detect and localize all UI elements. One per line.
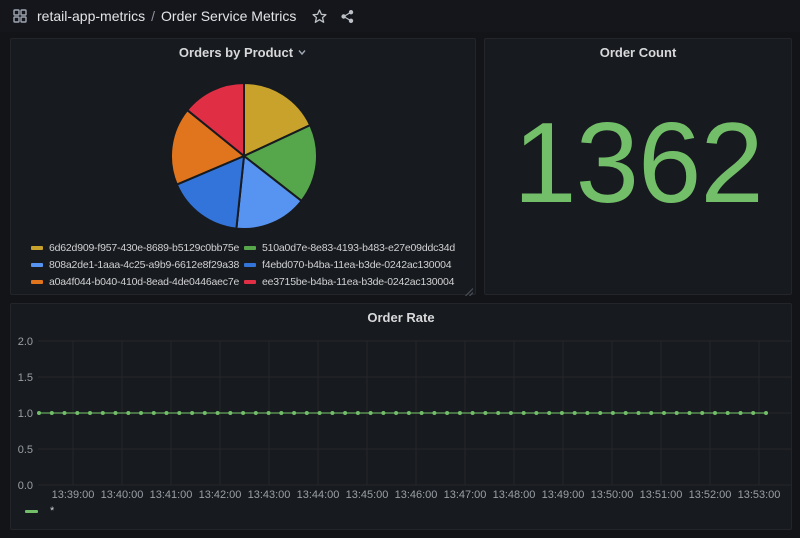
svg-text:13:45:00: 13:45:00 — [346, 489, 389, 501]
pie-panel-title[interactable]: Orders by Product — [11, 39, 475, 65]
series-name[interactable]: * — [50, 505, 54, 517]
pie-legend-item[interactable]: a0a4f044-b040-410d-8ead-4de0446aec7e — [31, 275, 244, 289]
pie-legend-item[interactable]: 808a2de1-1aaa-4c25-a9b9-6612e8f29a38 — [31, 258, 244, 272]
svg-text:1.0: 1.0 — [18, 408, 33, 420]
breadcrumb-folder[interactable]: retail-app-metrics — [37, 8, 145, 24]
svg-text:13:50:00: 13:50:00 — [591, 489, 634, 501]
count-panel-title[interactable]: Order Count — [485, 39, 791, 65]
order-rate-chart[interactable]: 2.0 1.5 1.0 0.5 0.0 13:39:00 13:40:00 13:41:00 1… — [11, 304, 793, 531]
share-icon[interactable] — [338, 7, 356, 25]
svg-text:13:40:00: 13:40:00 — [101, 489, 144, 501]
legend-swatch — [244, 280, 256, 284]
breadcrumb: retail-app-metrics / Order Service Metri… — [37, 8, 296, 24]
svg-text:13:39:00: 13:39:00 — [52, 489, 95, 501]
svg-text:13:53:00: 13:53:00 — [738, 489, 781, 501]
legend-swatch — [31, 246, 43, 250]
svg-text:13:52:00: 13:52:00 — [689, 489, 732, 501]
svg-text:13:43:00: 13:43:00 — [248, 489, 291, 501]
panel-order-rate: Order Rate 2.01.51.00.50.013:39:0013:40:… — [10, 303, 792, 530]
svg-text:13:49:00: 13:49:00 — [542, 489, 585, 501]
pie-legend-item[interactable]: 6d62d909-f957-430e-8689-b5129c0bb75e — [31, 241, 244, 255]
svg-text:13:47:00: 13:47:00 — [444, 489, 487, 501]
series-swatch[interactable] — [25, 510, 38, 513]
order-count-value: 1362 — [485, 107, 791, 221]
pie-legend-item[interactable]: 510a0d7e-8e83-4193-b483-e27e09ddc34d — [244, 241, 455, 255]
legend-swatch — [244, 263, 256, 267]
order-rate-legend: * — [25, 505, 54, 517]
legend-label: a0a4f044-b040-410d-8ead-4de0446aec7e — [49, 276, 239, 288]
svg-text:13:46:00: 13:46:00 — [395, 489, 438, 501]
legend-label: 808a2de1-1aaa-4c25-a9b9-6612e8f29a38 — [49, 259, 239, 271]
navbar: retail-app-metrics / Order Service Metri… — [0, 0, 800, 32]
svg-text:2.0: 2.0 — [18, 336, 33, 348]
orders-by-product-pie[interactable] — [11, 65, 477, 235]
svg-text:0.5: 0.5 — [18, 444, 33, 456]
svg-text:13:51:00: 13:51:00 — [640, 489, 683, 501]
svg-text:13:44:00: 13:44:00 — [297, 489, 340, 501]
panel-resize-handle[interactable] — [464, 283, 473, 292]
pie-legend-item[interactable]: f4ebd070-b4ba-11ea-b3de-0242ac130004 — [244, 258, 455, 272]
pie-panel-title-text: Orders by Product — [179, 45, 293, 60]
legend-label: f4ebd070-b4ba-11ea-b3de-0242ac130004 — [262, 259, 451, 271]
grafana-dashboard: retail-app-metrics / Order Service Metri… — [0, 0, 800, 538]
svg-text:1.5: 1.5 — [18, 372, 33, 384]
svg-text:13:42:00: 13:42:00 — [199, 489, 242, 501]
breadcrumb-separator: / — [151, 8, 155, 24]
star-icon[interactable] — [310, 7, 328, 25]
legend-swatch — [31, 280, 43, 284]
legend-label: ee3715be-b4ba-11ea-b3de-0242ac130004 — [262, 276, 454, 288]
legend-swatch — [31, 263, 43, 267]
pie-legend-item[interactable]: ee3715be-b4ba-11ea-b3de-0242ac130004 — [244, 275, 455, 289]
legend-swatch — [244, 246, 256, 250]
legend-label: 6d62d909-f957-430e-8689-b5129c0bb75e — [49, 242, 239, 254]
chevron-down-icon — [297, 47, 307, 57]
svg-text:13:48:00: 13:48:00 — [493, 489, 536, 501]
svg-text:0.0: 0.0 — [18, 480, 33, 492]
panel-order-count: Order Count 1362 — [484, 38, 792, 295]
count-panel-title-text: Order Count — [600, 45, 677, 60]
breadcrumb-dashboard-title: Order Service Metrics — [161, 8, 296, 24]
panel-orders-by-product: Orders by Product 6d62d909-f957-430e-868… — [10, 38, 476, 295]
svg-text:13:41:00: 13:41:00 — [150, 489, 193, 501]
legend-label: 510a0d7e-8e83-4193-b483-e27e09ddc34d — [262, 242, 455, 254]
pie-legend: 6d62d909-f957-430e-8689-b5129c0bb75e 510a… — [31, 241, 455, 289]
apps-grid-icon[interactable] — [11, 7, 29, 25]
